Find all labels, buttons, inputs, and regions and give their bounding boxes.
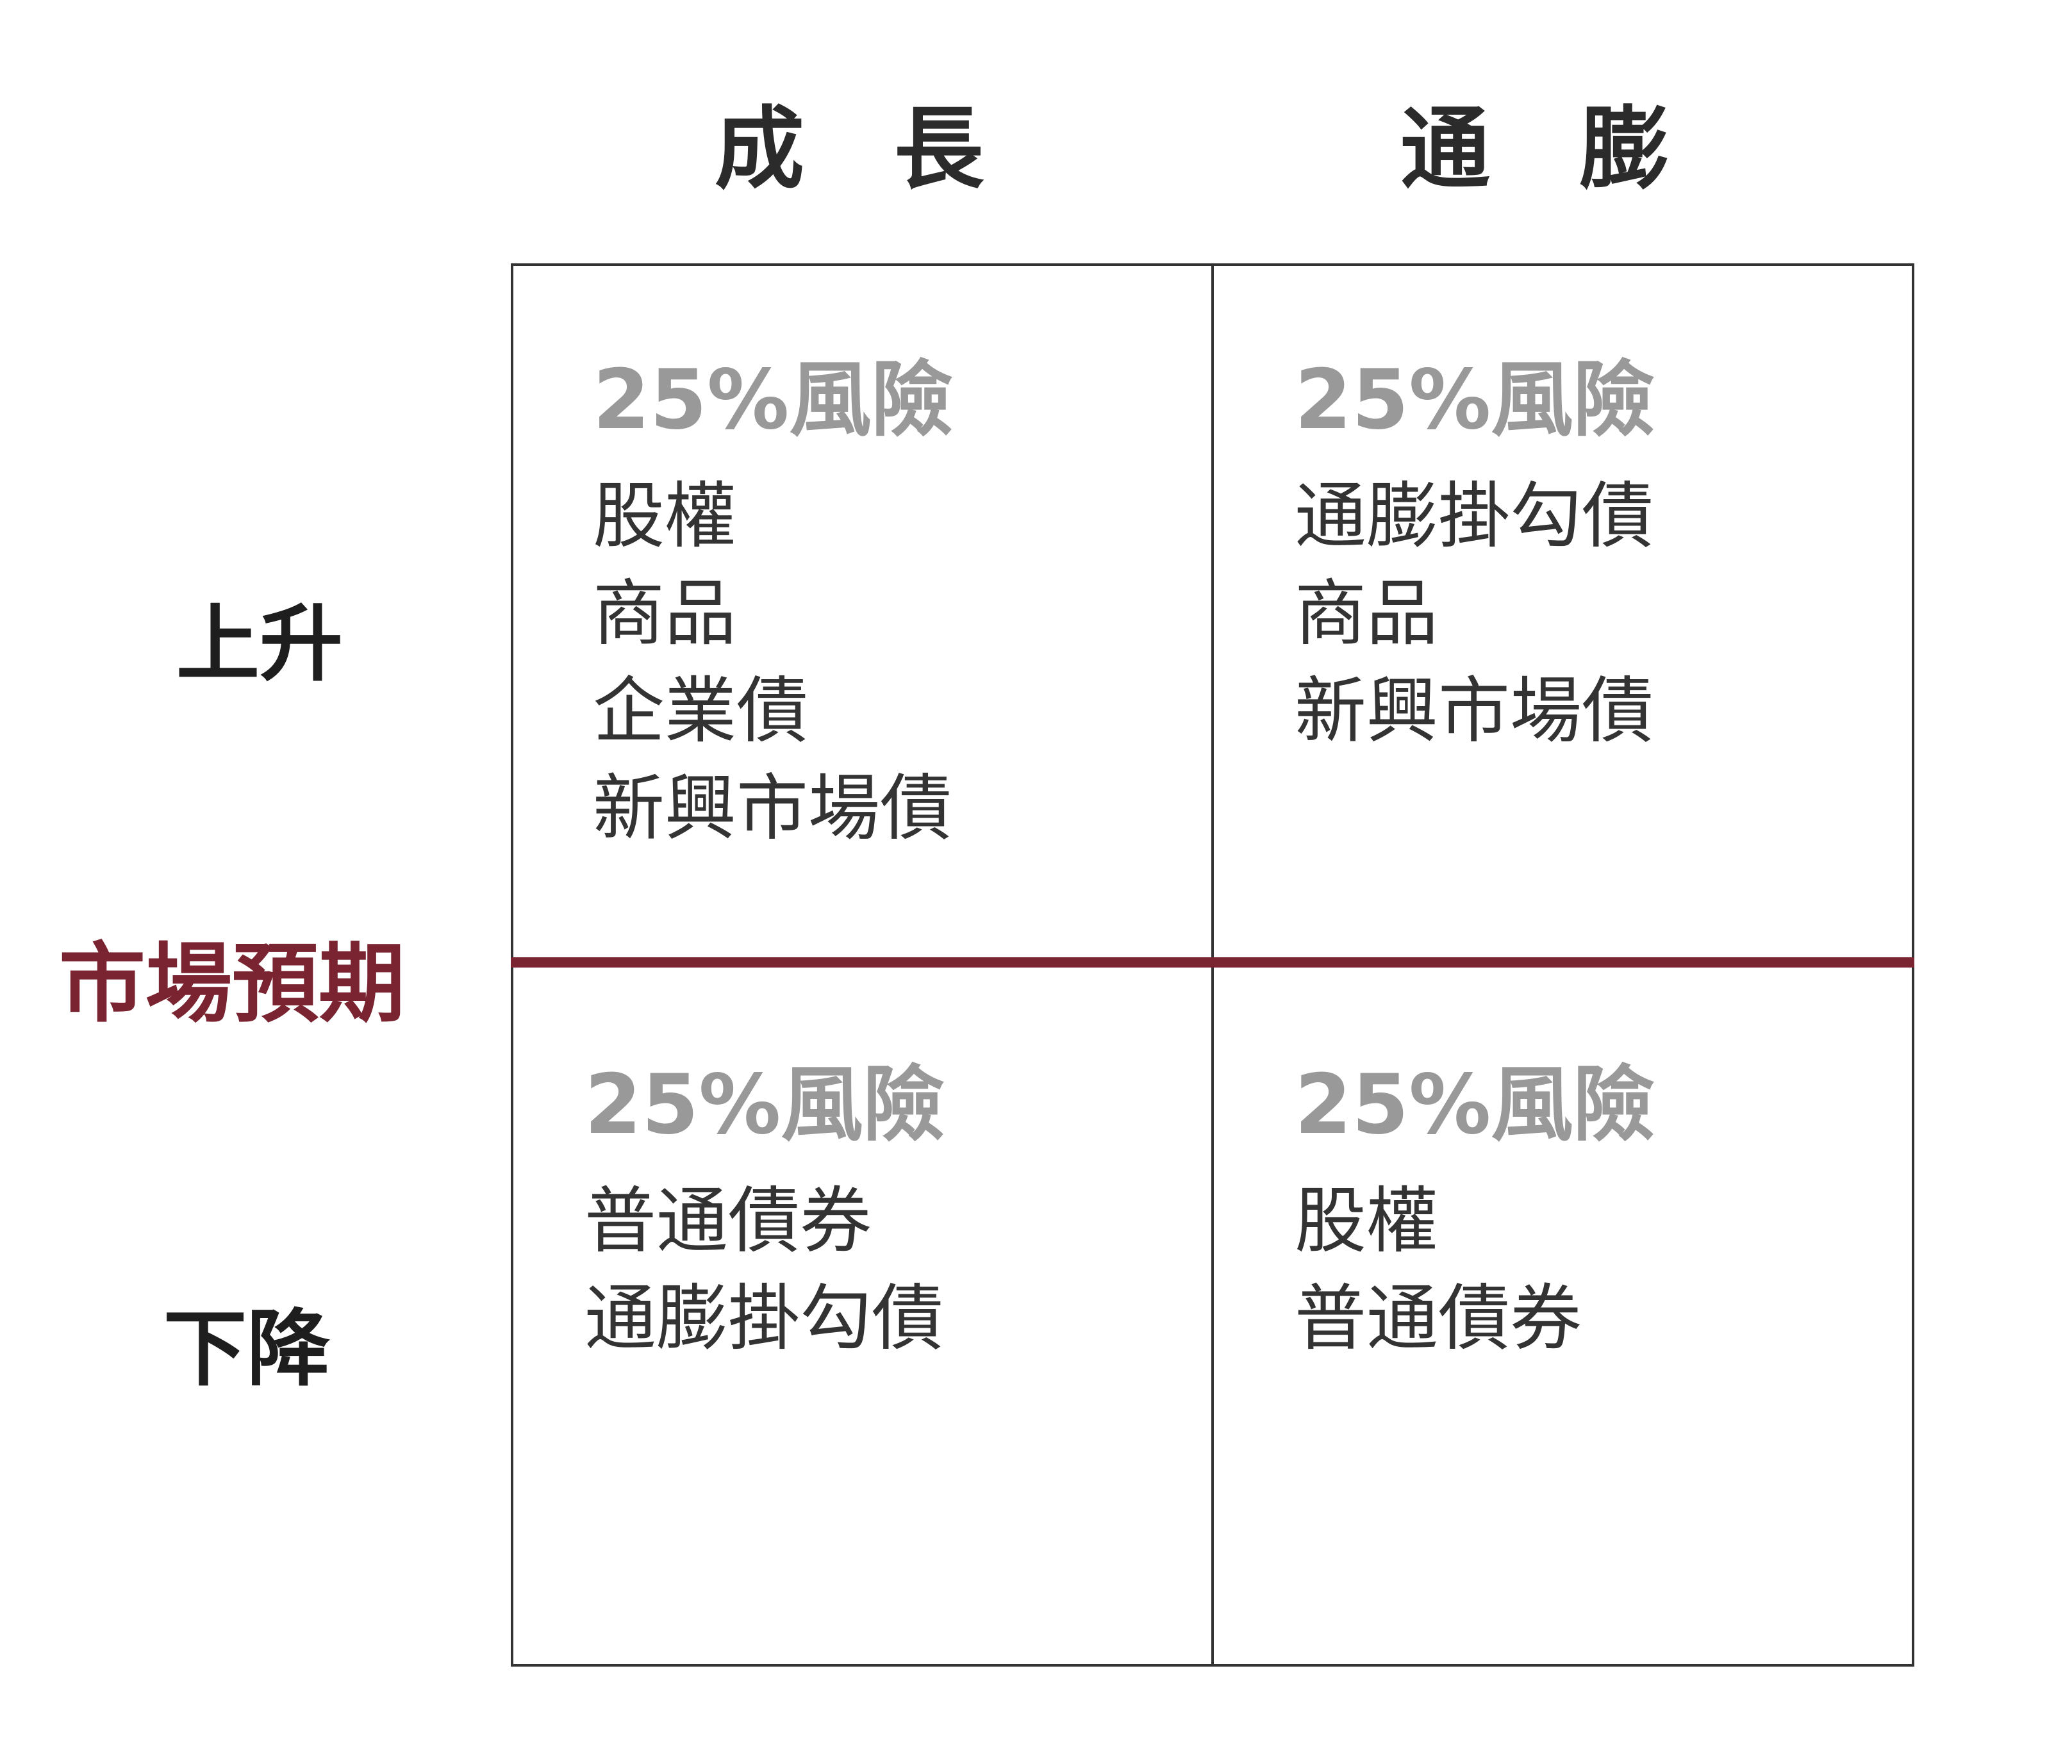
asset-item: 商品: [1295, 572, 1438, 655]
asset-item: 普通債券: [1295, 1277, 1582, 1360]
cell-growth-falling: 25%風險 普通債券 通膨掛勾債: [584, 1057, 945, 1367]
asset-item: 股權: [1295, 1180, 1438, 1263]
asset-item: 普通債券: [584, 1180, 872, 1263]
cell-inflation-rising: 25%風險 通膨掛勾債 商品 新興市場債: [1295, 352, 1655, 760]
column-header-inflation: 通膨: [1400, 97, 1760, 202]
row-header-rising: 上升: [176, 595, 344, 693]
asset-item: 企業債: [593, 670, 808, 753]
column-header-growth: 成長: [715, 97, 1074, 202]
cell-inflation-falling: 25%風險 股權 普通債券: [1295, 1057, 1655, 1367]
asset-item: 通膨掛勾債: [1295, 475, 1653, 558]
asset-item: 商品: [593, 572, 736, 655]
market-expectation-line: [511, 957, 1914, 968]
asset-item: 股權: [593, 475, 736, 558]
row-header-falling: 下降: [163, 1300, 331, 1397]
asset-item: 新興市場債: [1295, 670, 1653, 753]
market-expectation-label: 市場預期: [59, 934, 405, 1034]
risk-label: 25%風險: [584, 1057, 945, 1153]
cell-growth-rising: 25%風險 股權 商品 企業債 新興市場債: [593, 352, 953, 857]
asset-item: 通膨掛勾債: [584, 1277, 943, 1360]
asset-item: 新興市場債: [593, 767, 952, 850]
risk-label: 25%風險: [1295, 352, 1655, 448]
risk-label: 25%風險: [1295, 1057, 1655, 1153]
risk-label: 25%風險: [593, 352, 954, 448]
